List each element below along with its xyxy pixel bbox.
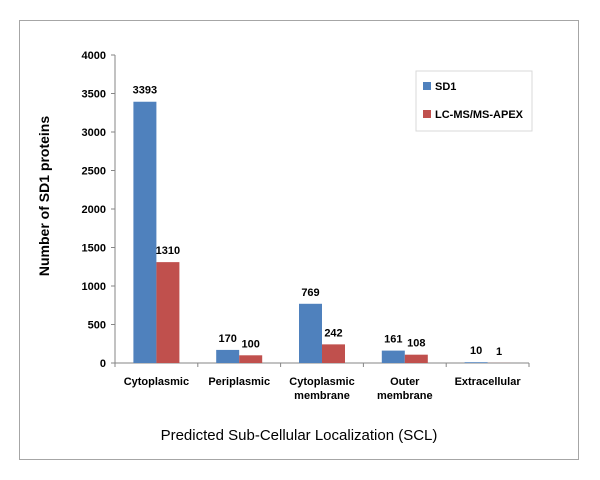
legend-label-sd1: SD1 xyxy=(435,81,456,93)
data-label: 3393 xyxy=(133,85,157,97)
y-tick-label: 500 xyxy=(88,320,106,332)
legend-label-lcmsms: LC-MS/MS-APEX xyxy=(435,109,524,121)
legend-box xyxy=(415,70,533,132)
bar-lcmsms xyxy=(239,355,263,363)
data-label: 242 xyxy=(324,327,342,339)
y-axis-title: Number of SD1 proteins xyxy=(36,116,52,276)
data-labels: 3393 1310 170 100 769 242 161 108 10 1 xyxy=(133,85,503,358)
bar-lcmsms xyxy=(156,262,180,363)
bars xyxy=(133,101,511,363)
category-labels: Cytoplasmic Periplasmic Cytoplasmic membran… xyxy=(124,376,522,402)
category-label: Extracellular xyxy=(455,376,522,388)
bar-lcmsms xyxy=(322,344,345,363)
bar-sd1 xyxy=(464,362,488,363)
data-label: 10 xyxy=(470,345,482,357)
x-axis-title: Predicted Sub-Cellular Localization (SCL… xyxy=(161,427,438,444)
category-label: Cytoplasmic membrane xyxy=(289,376,354,402)
data-label: 769 xyxy=(301,287,319,299)
bar-chart: 0 500 1000 1500 2000 2500 3000 3500 4000 3393 131… xyxy=(36,50,533,444)
bar-sd1 xyxy=(299,303,322,363)
data-label: 108 xyxy=(407,338,425,350)
data-label: 170 xyxy=(219,333,237,345)
data-label: 100 xyxy=(242,338,260,350)
y-tick-label: 3500 xyxy=(82,89,106,101)
bar-sd1 xyxy=(216,349,240,363)
data-label: 1310 xyxy=(156,245,180,257)
y-tick-label: 1500 xyxy=(82,243,106,255)
bar-sd1 xyxy=(133,101,157,363)
y-tick-label: 3000 xyxy=(82,127,106,139)
data-label: 1 xyxy=(496,346,502,358)
y-tick-label: 0 xyxy=(100,358,106,370)
chart-frame: 0 500 1000 1500 2000 2500 3000 3500 4000 3393 131… xyxy=(19,20,579,460)
data-label: 161 xyxy=(384,334,402,346)
category-label: Outer membrane xyxy=(377,376,433,402)
y-tick-label: 1000 xyxy=(82,281,106,293)
legend-swatch-lcmsms xyxy=(423,110,431,118)
y-tick-label: 4000 xyxy=(82,50,106,62)
bar-lcmsms xyxy=(404,354,428,363)
y-tick-label: 2000 xyxy=(82,204,106,216)
category-label: Cytoplasmic xyxy=(124,376,189,388)
bar-sd1 xyxy=(381,350,405,363)
category-label: Periplasmic xyxy=(208,376,270,388)
axes: 0 500 1000 1500 2000 2500 3000 3500 4000 xyxy=(82,50,530,370)
legend-swatch-sd1 xyxy=(423,82,431,90)
y-tick-label: 2500 xyxy=(82,166,106,178)
